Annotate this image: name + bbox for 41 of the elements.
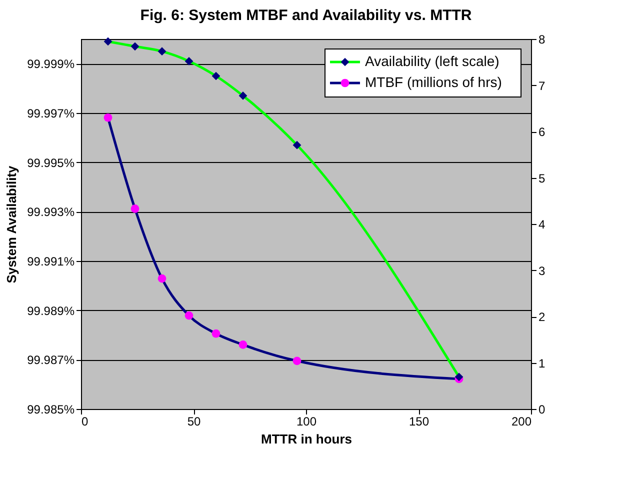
y2-tick-label: 6 xyxy=(538,125,546,139)
point xyxy=(130,42,140,51)
y2-tick-label: 0 xyxy=(538,402,546,416)
y2-tick-label: 8 xyxy=(538,32,546,46)
point xyxy=(238,340,248,349)
y2-tick-label: 7 xyxy=(538,78,546,93)
y-tick-label: 99.989% xyxy=(27,304,75,318)
point xyxy=(158,47,166,56)
legend-label: Availability (left scale) xyxy=(365,53,500,69)
point xyxy=(292,140,302,150)
y-tick-label: 99.999% xyxy=(27,57,75,72)
point xyxy=(212,72,220,80)
y2-tick-label: 5 xyxy=(538,171,546,186)
point xyxy=(292,356,302,366)
point xyxy=(212,329,220,338)
y-tick-label: 99.987% xyxy=(27,353,75,368)
point xyxy=(104,37,112,46)
y-tick-label: 99.991% xyxy=(27,254,75,268)
x-tick-label: 150 xyxy=(408,414,430,428)
x-axis-title: MTTR in hours xyxy=(261,432,352,446)
x-tick-label: 0 xyxy=(82,414,88,428)
y2-tick-label: 2 xyxy=(538,310,546,324)
y2-tick-label: 1 xyxy=(538,356,546,370)
y2-tick-label: 3 xyxy=(538,264,546,278)
y-axis-title: System Availability xyxy=(4,164,20,284)
chart-title: Fig. 6: System MTBF and Availability vs. MTTR xyxy=(140,7,472,24)
point xyxy=(104,113,112,122)
point xyxy=(184,57,194,66)
x-tick-label: 50 xyxy=(187,414,201,428)
y-tick-label: 99.985% xyxy=(27,402,75,416)
y-tick-label: 99.993% xyxy=(27,205,75,220)
point xyxy=(158,274,166,283)
y-tick-label: 99.997% xyxy=(27,106,75,120)
x-tick-label: 200 xyxy=(511,414,532,428)
point xyxy=(184,311,194,320)
point xyxy=(238,92,248,100)
point xyxy=(130,204,140,213)
legend-label: MTBF (millions of hrs) xyxy=(365,74,502,90)
y2-tick-label: 4 xyxy=(538,218,546,232)
y-tick-label: 99.995% xyxy=(27,156,75,170)
x-tick-label: 100 xyxy=(296,414,317,428)
